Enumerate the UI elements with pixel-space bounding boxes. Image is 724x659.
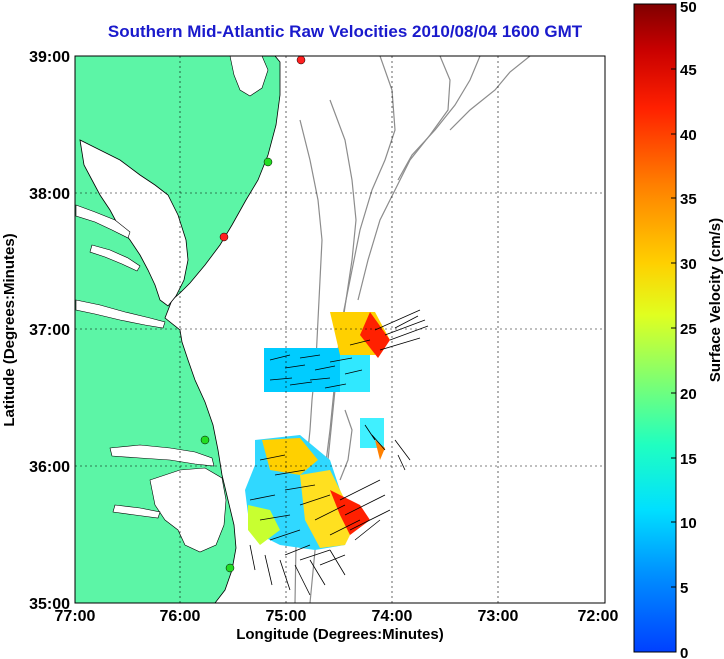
colorbar-tick: 30: [680, 256, 697, 273]
colorbar-tick: 40: [680, 127, 697, 144]
colorbar-tick: 10: [680, 515, 697, 532]
colorbar-tick: 50: [680, 0, 697, 16]
colorbar-tick-labels: 0 5 10 15 20 25 30 35 40 45 50: [680, 0, 697, 659]
neuse-river: [112, 504, 161, 519]
velocity-vectors: [249, 309, 429, 596]
station-marker: [219, 232, 229, 242]
station-marker: [296, 56, 306, 65]
colorbar-tick: 45: [680, 62, 697, 79]
station-marker: [200, 435, 210, 445]
grid: [75, 56, 605, 603]
x-axis-label: Longitude (Degrees:Minutes): [236, 626, 444, 643]
colorbar-tick: 5: [680, 580, 688, 597]
potomac-river: [75, 204, 131, 239]
station-markers: [200, 56, 306, 573]
lon-tick: 76:00: [160, 608, 201, 625]
colorbar: [633, 3, 677, 653]
lon-tick: 74:00: [372, 608, 413, 625]
delaware-bay: [229, 56, 269, 97]
velocity-field: [245, 312, 390, 550]
lon-tick: 73:00: [478, 608, 519, 625]
y-axis-label: Latitude (Degrees:Minutes): [1, 233, 18, 426]
colorbar-tick: 15: [680, 451, 697, 468]
lon-tick-labels: 77:00 76:00 75:00 74:00 73:00 72:00: [55, 608, 619, 625]
colorbar-tick: 20: [680, 386, 697, 403]
rappahannock-river: [89, 244, 141, 272]
figure-title: Southern Mid-Atlantic Raw Velocities 201…: [107, 22, 583, 41]
colorbar-tick: 35: [680, 191, 697, 208]
lat-tick: 35:00: [29, 596, 70, 613]
station-marker: [263, 157, 273, 167]
lon-tick: 77:00: [55, 608, 96, 625]
albemarle-sound: [109, 444, 215, 467]
james-river: [75, 299, 166, 329]
lat-tick-labels: 39:00 38:00 37:00 36:00 35:00: [29, 49, 70, 613]
lon-tick: 75:00: [266, 608, 307, 625]
lon-tick: 72:00: [578, 608, 619, 625]
lat-tick: 38:00: [29, 186, 70, 203]
colorbar-tick: 0: [680, 645, 688, 659]
chesapeake-bay: [79, 139, 189, 307]
station-marker: [225, 563, 235, 573]
plot-frame: [74, 55, 606, 604]
pamlico-sound: [149, 467, 227, 553]
colorbar-label: Surface Velocity (cm/s): [707, 218, 724, 382]
colorbar-tick: 25: [680, 321, 697, 338]
lat-tick: 39:00: [29, 49, 70, 66]
colorbar-ticks: [671, 3, 676, 653]
lat-tick: 36:00: [29, 459, 70, 476]
lat-tick: 37:00: [29, 322, 70, 339]
